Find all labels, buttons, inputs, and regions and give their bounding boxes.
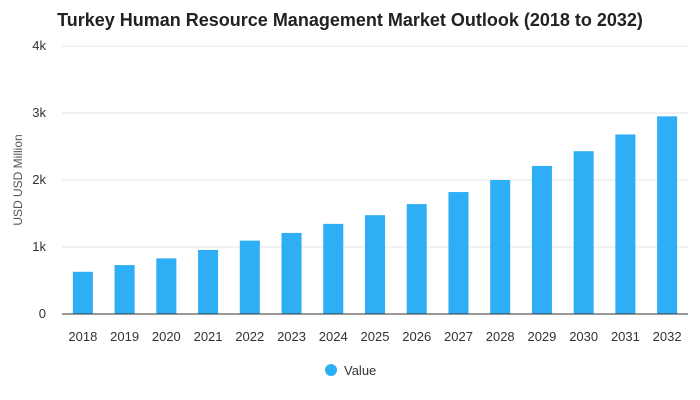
- x-tick-label: 2024: [319, 329, 348, 344]
- x-tick-label: 2022: [235, 329, 264, 344]
- bar-2025[interactable]: [364, 215, 386, 314]
- bar-2030[interactable]: [573, 151, 594, 314]
- x-tick-label: 2025: [361, 329, 390, 344]
- y-tick-label: 1k: [32, 239, 46, 254]
- bar-2029[interactable]: [531, 165, 552, 314]
- x-tick-label: 2027: [444, 329, 473, 344]
- bar-2018[interactable]: [72, 271, 93, 314]
- y-tick-label: 2k: [32, 172, 46, 187]
- x-tick-label: 2031: [611, 329, 640, 344]
- x-tick-label: 2030: [569, 329, 598, 344]
- bar-2021[interactable]: [198, 250, 219, 314]
- x-tick-label: 2018: [68, 329, 97, 344]
- bar-2020[interactable]: [156, 258, 177, 314]
- y-axis-title: USD USD Million: [11, 134, 25, 225]
- bar-2026[interactable]: [406, 204, 427, 314]
- x-tick-label: 2021: [194, 329, 223, 344]
- y-tick-label: 4k: [32, 38, 46, 53]
- bar-2023[interactable]: [281, 232, 302, 314]
- legend[interactable]: Value: [325, 363, 376, 378]
- x-tick-label: 2019: [110, 329, 139, 344]
- y-tick-label: 3k: [32, 105, 46, 120]
- bar-2028[interactable]: [490, 180, 511, 314]
- bar-2019[interactable]: [114, 265, 135, 314]
- bar-2027[interactable]: [448, 192, 469, 314]
- x-tick-label: 2032: [653, 329, 682, 344]
- legend-label-value: Value: [344, 363, 376, 378]
- bar-2031[interactable]: [615, 134, 636, 314]
- chart-title: Turkey Human Resource Management Market …: [57, 10, 643, 30]
- y-axis-ticks: 0 1k 2k 3k 4k: [32, 38, 46, 321]
- bar-2032[interactable]: [657, 116, 678, 314]
- legend-swatch-value: [325, 364, 337, 376]
- bars: [72, 116, 678, 314]
- bar-2022[interactable]: [239, 240, 260, 314]
- x-tick-label: 2023: [277, 329, 306, 344]
- y-tick-label: 0: [39, 306, 46, 321]
- x-tick-label: 2028: [486, 329, 515, 344]
- x-tick-label: 2026: [402, 329, 431, 344]
- x-tick-label: 2029: [527, 329, 556, 344]
- x-axis-ticks: 2018 2019 2020 2021 2022 2023 2024 2025 2026 2027…: [68, 329, 681, 344]
- x-tick-label: 2020: [152, 329, 181, 344]
- bar-2024[interactable]: [323, 223, 344, 314]
